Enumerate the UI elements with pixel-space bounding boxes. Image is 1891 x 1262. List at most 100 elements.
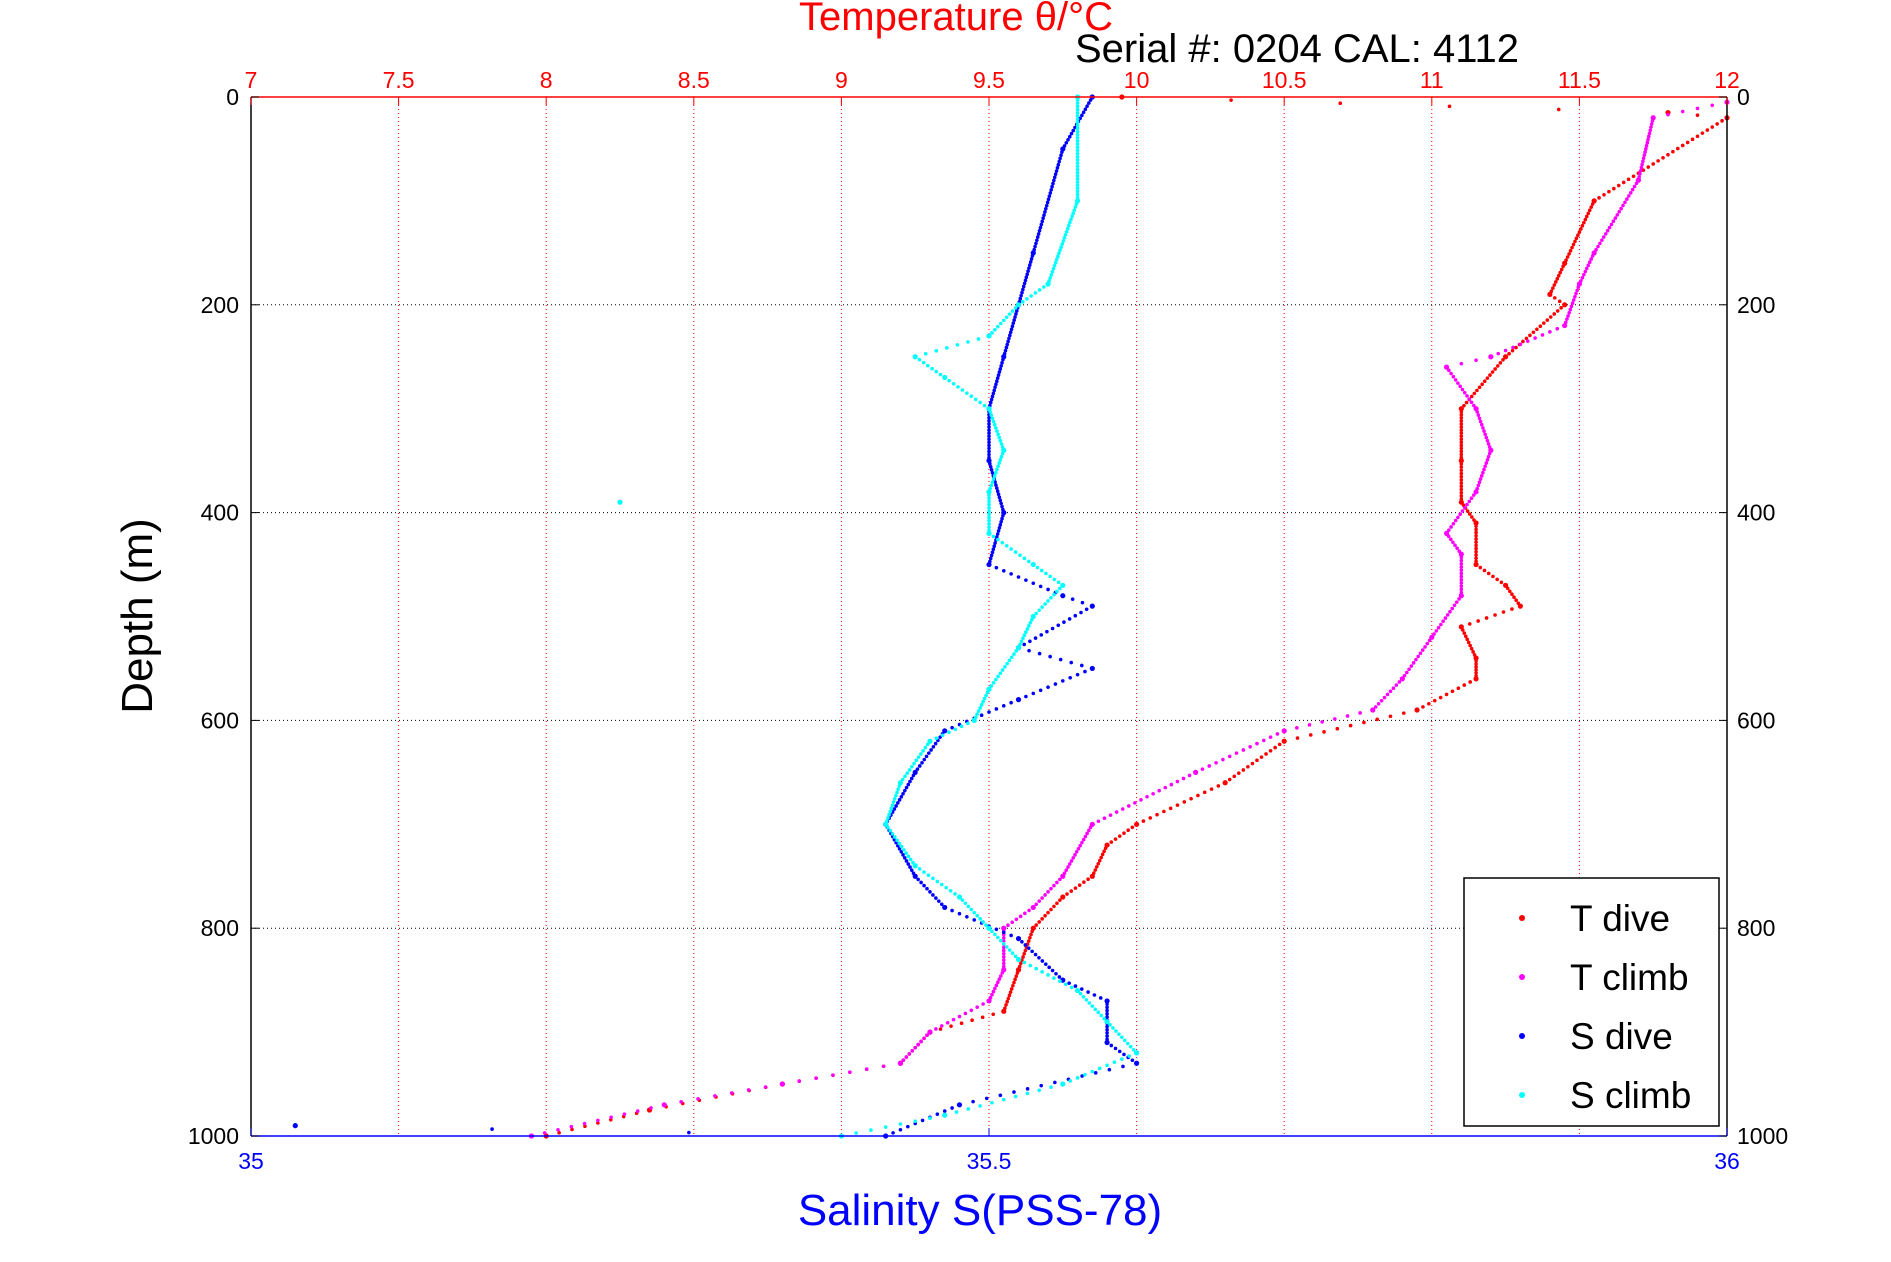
data-point	[972, 918, 977, 922]
data-point	[965, 391, 969, 395]
data-point	[1695, 113, 1700, 117]
data-point	[987, 422, 991, 426]
data-point	[1064, 868, 1069, 872]
data-point	[1089, 665, 1095, 672]
data-point	[999, 974, 1003, 978]
data-point	[1012, 1090, 1016, 1094]
data-point	[1014, 917, 1019, 922]
data-point	[1456, 686, 1461, 690]
data-point	[1007, 336, 1011, 341]
data-point	[1130, 1058, 1135, 1063]
data-point	[1015, 956, 1022, 962]
data-point	[1175, 779, 1180, 784]
data-point	[1478, 419, 1483, 424]
data-point	[1015, 645, 1022, 651]
data-point	[1089, 603, 1095, 609]
data-point	[1459, 487, 1464, 492]
data-point	[1026, 946, 1031, 950]
data-point	[1109, 840, 1114, 844]
data-point	[1565, 255, 1570, 259]
data-point	[1117, 834, 1122, 838]
data-point	[925, 886, 929, 891]
data-point	[1075, 101, 1080, 106]
data-point	[1607, 225, 1612, 230]
data-point	[1474, 665, 1478, 669]
data-point	[1388, 689, 1393, 694]
data-point	[1680, 109, 1685, 114]
data-point	[998, 458, 1003, 462]
data-point	[1576, 285, 1581, 290]
data-point	[989, 468, 994, 472]
data-point	[1065, 892, 1069, 896]
data-point	[1248, 744, 1252, 749]
data-point	[1049, 188, 1053, 192]
data-point	[883, 1125, 888, 1129]
data-point	[869, 1128, 873, 1132]
data-point	[1525, 339, 1530, 343]
data-point	[1459, 555, 1464, 560]
data-point	[1453, 543, 1457, 548]
data-point	[920, 760, 924, 765]
y-axis-label: Depth (m)	[113, 518, 162, 714]
legend: T dive T climb S dive S climb	[1463, 877, 1720, 1127]
data-point	[1456, 515, 1460, 520]
data-point	[1459, 434, 1464, 439]
data-point	[1277, 742, 1282, 747]
data-point	[1498, 361, 1503, 365]
data-point	[992, 388, 997, 393]
data-point	[1641, 168, 1646, 172]
data-point	[1458, 624, 1464, 630]
data-point	[1104, 998, 1110, 1004]
data-point	[899, 794, 904, 799]
data-point	[1044, 206, 1048, 211]
legend-label: S climb	[1570, 1075, 1691, 1116]
depth-tick-label-right: 1000	[1737, 1123, 1788, 1149]
data-point	[909, 868, 914, 872]
data-point	[1060, 150, 1064, 154]
data-point	[892, 796, 897, 801]
data-point	[1379, 698, 1384, 703]
data-point	[995, 486, 999, 490]
data-point	[1060, 593, 1066, 599]
data-point	[1459, 361, 1464, 366]
data-point	[1060, 146, 1066, 152]
data-point	[987, 449, 991, 454]
data-point	[1651, 162, 1655, 166]
data-point	[1175, 803, 1180, 807]
data-point	[1531, 330, 1536, 335]
data-point	[1625, 197, 1629, 201]
data-point	[1084, 998, 1089, 1002]
data-point	[886, 825, 890, 830]
temperature-tick-label: 12	[1714, 67, 1740, 93]
data-point	[1025, 627, 1030, 631]
data-point	[942, 904, 948, 911]
data-point	[1459, 422, 1464, 426]
data-point	[940, 733, 945, 738]
data-point	[1075, 161, 1080, 165]
data-point	[1573, 239, 1577, 244]
data-point	[1008, 333, 1012, 338]
data-point	[1080, 600, 1085, 605]
data-point	[1070, 597, 1075, 601]
data-point	[989, 553, 994, 558]
data-point	[990, 550, 995, 555]
data-point	[960, 898, 965, 902]
data-point	[987, 443, 991, 448]
data-point	[1459, 465, 1464, 469]
data-point	[1019, 639, 1024, 644]
data-point	[950, 908, 954, 913]
data-point	[1617, 209, 1621, 214]
data-point	[1007, 993, 1012, 998]
data-point	[988, 410, 992, 414]
data-point	[907, 768, 912, 772]
data-point	[901, 791, 905, 796]
data-point	[1013, 954, 1018, 959]
data-point	[999, 519, 1003, 524]
data-point	[905, 771, 910, 775]
data-point	[1553, 296, 1557, 300]
data-point	[1507, 351, 1511, 356]
data-point	[987, 521, 991, 526]
data-point	[1022, 556, 1027, 561]
data-point	[1576, 233, 1580, 237]
data-point	[1493, 367, 1497, 371]
